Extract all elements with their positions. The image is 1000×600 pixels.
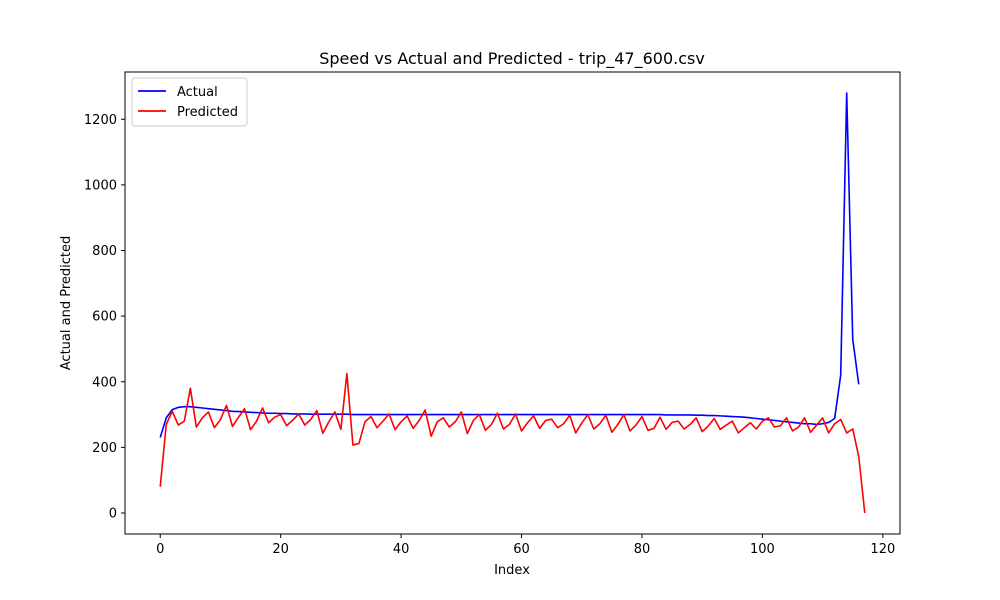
plot-frame <box>124 71 901 535</box>
y-tick-label: 1200 <box>84 113 117 128</box>
y-axis-ticks: 0 200 400 600 800 1000 1200 <box>84 113 125 522</box>
x-tick-label: 120 <box>870 542 895 557</box>
legend-label-predicted: Predicted <box>177 105 238 120</box>
y-tick-label: 400 <box>92 375 117 390</box>
x-tick-label: 20 <box>272 542 289 557</box>
x-tick-label: 0 <box>156 542 164 557</box>
x-tick-label: 60 <box>513 542 530 557</box>
legend: Actual Predicted <box>131 77 248 127</box>
y-axis-label: Actual and Predicted <box>59 236 74 370</box>
y-tick-label: 600 <box>92 310 117 325</box>
y-tick-label: 200 <box>92 441 117 456</box>
x-tick-label: 80 <box>634 542 651 557</box>
series-line-actual <box>159 92 860 438</box>
x-axis-ticks: 0 20 40 60 80 100 120 <box>156 534 895 557</box>
legend-box <box>131 77 248 127</box>
x-tick-label: 40 <box>393 542 410 557</box>
legend-label-actual: Actual <box>177 85 218 100</box>
x-tick-label: 100 <box>750 542 775 557</box>
y-tick-label: 1000 <box>84 178 117 193</box>
y-tick-label: 800 <box>92 244 117 259</box>
chart-title: Speed vs Actual and Predicted - trip_47_… <box>319 49 705 69</box>
plot-area <box>159 92 866 514</box>
x-axis-label: Index <box>494 563 530 578</box>
series-line-predicted <box>159 372 866 514</box>
y-tick-label: 0 <box>109 507 117 522</box>
